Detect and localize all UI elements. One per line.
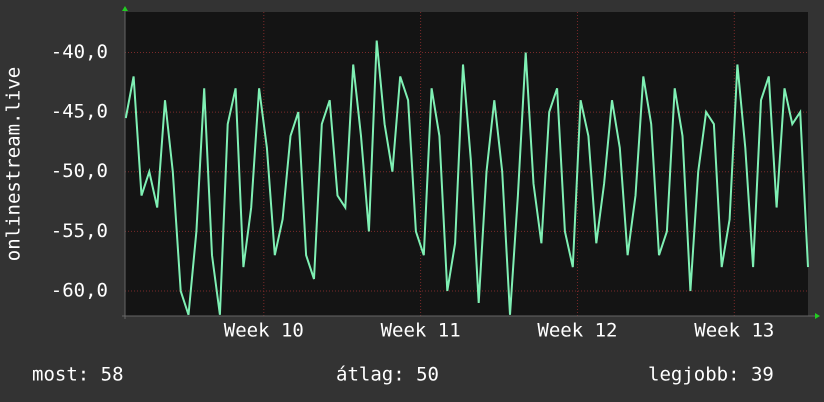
stat-label: átlag: 50 [336,364,439,386]
y-tick-label: -45,0 [51,101,108,123]
plot-area [125,12,808,316]
x-tick-label: Week 13 [694,320,774,342]
x-tick-label: Week 12 [537,320,617,342]
x-axis-arrow [815,313,820,319]
y-tick-label: -60,0 [51,279,108,301]
data-line [124,40,809,316]
stat-label: legjobb: 39 [648,364,774,386]
stat-label: most: 58 [32,364,124,386]
y-axis-arrow [122,6,128,11]
y-axis-label: onlinestream.live [3,67,25,261]
y-tick-label: -55,0 [51,220,108,242]
y-tick-label: -40,0 [51,41,108,63]
x-tick-label: Week 11 [381,320,461,342]
y-tick-label: -50,0 [51,160,108,182]
x-tick-label: Week 10 [224,320,304,342]
